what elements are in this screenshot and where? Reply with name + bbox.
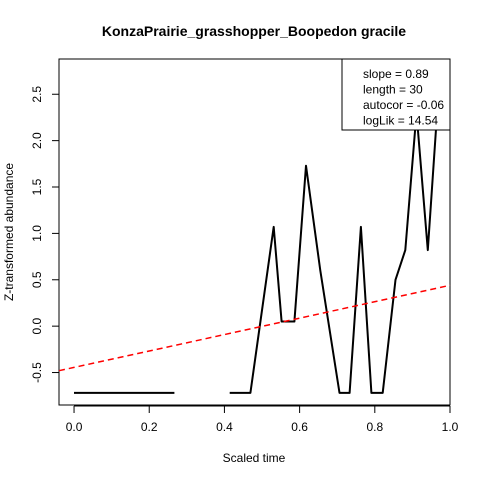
abundance-series-line <box>74 111 438 394</box>
y-tick-label: -0.5 <box>30 362 44 383</box>
y-tick-label: 0.5 <box>30 271 44 288</box>
y-tick-label: 2.5 <box>30 86 44 103</box>
x-tick-label: 0.2 <box>141 420 158 434</box>
y-tick-label: 0.0 <box>30 317 44 334</box>
plot-area <box>58 111 451 394</box>
legend-box <box>341 58 451 131</box>
legend-entry: autocor = -0.06 <box>363 98 444 112</box>
y-tick-label: 2.0 <box>30 132 44 149</box>
x-tick-label: 0.6 <box>291 420 308 434</box>
y-axis-label: Z-transformed abundance <box>2 163 16 301</box>
x-axis: 0.0 0.2 0.4 0.6 0.8 1.0 <box>66 405 459 434</box>
y-tick-label: 1.5 <box>30 178 44 195</box>
x-axis-label: Scaled time <box>223 451 286 465</box>
x-tick-label: 1.0 <box>442 420 459 434</box>
x-tick-label: 0.8 <box>366 420 383 434</box>
x-tick-label: 0.4 <box>216 420 233 434</box>
trend-line <box>58 284 451 372</box>
chart-title: KonzaPrairie_grasshopper_Boopedon gracil… <box>102 23 406 39</box>
x-tick-label: 0.0 <box>66 420 83 434</box>
y-tick-label: 1.0 <box>30 225 44 242</box>
y-axis: -0.5 0.0 0.5 1.0 1.5 2.0 2.5 <box>30 86 60 383</box>
legend-entry: logLik = 14.54 <box>363 114 438 128</box>
legend-entry: length = 30 <box>363 83 423 97</box>
legend-entry: slope = 0.89 <box>363 67 429 81</box>
